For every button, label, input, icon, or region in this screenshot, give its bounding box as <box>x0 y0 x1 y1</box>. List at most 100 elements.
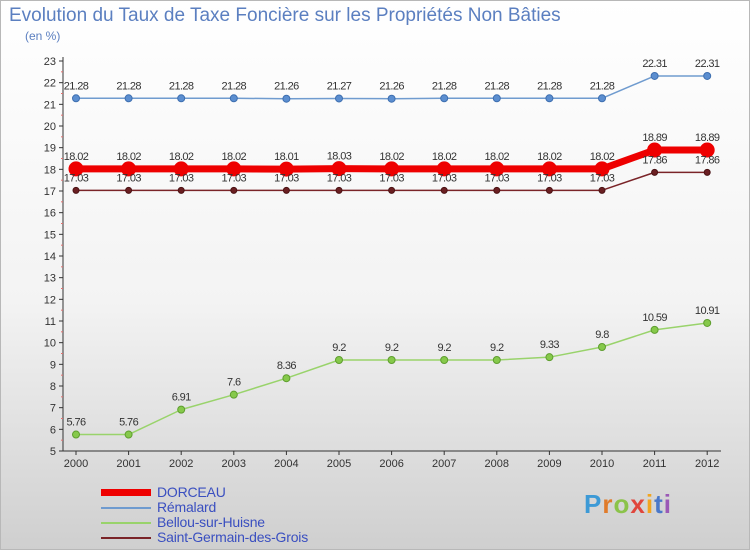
data-label: 18.02 <box>485 151 510 163</box>
data-point <box>121 161 137 177</box>
data-label: 5.76 <box>66 417 85 429</box>
data-label: 21.28 <box>537 80 562 92</box>
data-label: 17.03 <box>590 172 615 184</box>
data-point <box>388 186 396 194</box>
legend-label: Bellou-sur-Huisne <box>157 514 265 530</box>
data-label: 18.02 <box>537 151 562 163</box>
data-point <box>72 94 80 103</box>
data-point <box>440 356 449 364</box>
x-tick-label: 2012 <box>695 458 719 470</box>
data-label: 18.02 <box>590 151 615 163</box>
data-point <box>545 353 554 362</box>
data-point <box>598 94 606 103</box>
data-label: 10.91 <box>695 305 720 317</box>
data-label: 18.02 <box>64 151 89 163</box>
x-tick-label: 2000 <box>64 458 88 470</box>
data-point <box>387 94 396 103</box>
data-point <box>440 94 449 103</box>
data-label: 7.6 <box>227 377 241 389</box>
data-point <box>124 430 133 439</box>
data-point <box>331 161 347 177</box>
y-tick-label: 20 <box>44 121 56 133</box>
data-label: 21.28 <box>64 80 89 92</box>
data-point <box>703 318 712 327</box>
y-tick-label: 18 <box>44 164 56 176</box>
line-chart: 5 6 7 8 9 10 11 12 13 14 15 16 17 18 19 20 21 22 23 2000 200… <box>44 56 721 470</box>
data-point <box>703 71 712 80</box>
data-label: 5.76 <box>119 417 138 429</box>
data-point <box>650 325 659 334</box>
y-tick-label: 7 <box>50 403 56 415</box>
y-tick-label: 10 <box>44 338 56 350</box>
data-label: 18.02 <box>169 151 194 163</box>
logo-letter: P <box>584 489 603 519</box>
data-point <box>492 356 501 364</box>
data-point <box>173 161 189 177</box>
data-label: 9.8 <box>595 329 609 341</box>
data-label: 21.28 <box>116 80 141 92</box>
y-tick-label: 16 <box>44 208 56 220</box>
chart-title: Evolution du Taux de Taxe Foncière sur l… <box>9 5 561 26</box>
data-label: 18.01 <box>274 151 299 163</box>
data-label: 21.27 <box>327 80 352 92</box>
data-label: 21.26 <box>274 81 299 93</box>
y-tick-label: 22 <box>44 78 56 90</box>
x-tick-label: 2009 <box>537 458 561 470</box>
x-tick-label: 2005 <box>327 458 351 470</box>
data-label: 6.91 <box>172 392 191 404</box>
data-label: 9.33 <box>540 339 559 351</box>
data-label: 18.02 <box>432 151 457 163</box>
data-point <box>699 142 715 158</box>
data-point <box>335 356 343 364</box>
data-point <box>650 71 659 80</box>
data-point <box>72 430 80 439</box>
y-tick-label: 23 <box>44 56 56 68</box>
x-tick-label: 2003 <box>222 458 246 470</box>
data-point <box>278 161 294 177</box>
y-tick-label: 19 <box>44 143 56 155</box>
data-label: 17.03 <box>222 172 247 184</box>
data-label: 18.02 <box>222 151 247 163</box>
data-label: 9.2 <box>385 342 399 354</box>
data-label: 17.03 <box>379 172 404 184</box>
x-tick-label: 2008 <box>485 458 509 470</box>
legend-label: DORCEAU <box>157 484 226 500</box>
data-label: 18.89 <box>642 132 667 144</box>
data-label: 18.89 <box>695 132 720 144</box>
y-tick-label: 11 <box>45 316 56 328</box>
legend-swatch <box>101 537 151 539</box>
series-line-bellou-sur-huisne <box>76 322 708 436</box>
data-label: 17.03 <box>169 172 194 184</box>
chart-subtitle: (en %) <box>25 29 61 43</box>
data-label: 17.03 <box>274 172 299 184</box>
data-point <box>229 390 238 399</box>
y-tick-label: 5 <box>50 446 56 458</box>
data-label: 21.26 <box>379 81 404 93</box>
y-tick-label: 15 <box>44 229 56 241</box>
legend-label: Rémalard <box>157 499 217 515</box>
data-label: 17.86 <box>642 154 667 166</box>
data-point <box>545 94 554 103</box>
y-tick-label: 9 <box>50 359 56 371</box>
data-label: 17.03 <box>432 172 457 184</box>
data-label: 21.28 <box>222 80 247 92</box>
data-label: 18.03 <box>327 151 352 163</box>
data-label: 9.2 <box>332 342 346 354</box>
data-point <box>335 186 343 194</box>
data-point <box>598 343 606 351</box>
logo-letter: i <box>645 489 655 519</box>
logo-letter: r <box>602 489 614 519</box>
y-tick-label: 12 <box>44 294 56 306</box>
y-tick-label: 17 <box>44 186 56 198</box>
data-point <box>489 161 505 177</box>
y-tick-label: 21 <box>44 99 56 111</box>
data-label: 8.36 <box>277 360 296 372</box>
data-label: 18.02 <box>116 151 141 163</box>
data-point <box>440 186 448 194</box>
y-tick-label: 14 <box>44 251 56 263</box>
data-point <box>124 94 133 103</box>
data-label: 17.03 <box>537 172 562 184</box>
data-point <box>541 161 557 177</box>
x-tick-label: 2002 <box>169 458 193 470</box>
data-point <box>387 356 396 364</box>
